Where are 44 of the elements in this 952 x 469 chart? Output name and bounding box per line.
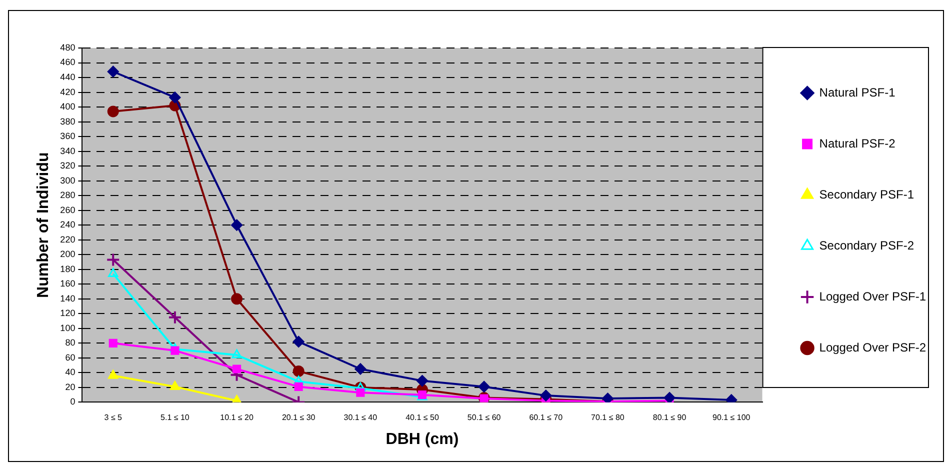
y-tick-label: 280 <box>60 190 76 200</box>
x-tick-label: 40.1 ≤ 50 <box>406 413 440 422</box>
y-tick-label: 0 <box>70 396 76 407</box>
y-tick-label: 320 <box>60 160 76 171</box>
y-tick-label: 480 <box>60 42 76 52</box>
y-tick-label: 240 <box>60 220 76 230</box>
y-tick-label: 40 <box>65 367 76 378</box>
x-tick-label: 90.1 ≤ 100 <box>712 413 751 422</box>
legend-label: Natural PSF-1 <box>819 85 896 100</box>
y-tick-label: 20 <box>65 382 76 392</box>
y-tick-label: 60 <box>65 352 76 362</box>
legend-label: Logged Over PSF-2 <box>819 340 926 354</box>
y-tick-label: 220 <box>60 234 76 244</box>
x-tick-label: 3 ≤ 5 <box>104 413 123 422</box>
legend-label: Secondary PSF-2 <box>819 238 914 252</box>
y-tick-label: 340 <box>60 146 76 156</box>
x-tick-label: 5.1 ≤ 10 <box>160 413 190 422</box>
y-tick-label: 180 <box>60 264 76 274</box>
x-tick-label: 10.1 ≤ 20 <box>220 413 254 422</box>
y-tick-label: 420 <box>60 86 76 97</box>
y-tick-label: 100 <box>60 322 76 333</box>
x-axis-title: DBH (cm) <box>386 430 459 448</box>
y-axis-title: Number of Individu <box>35 152 52 298</box>
legend-label: Logged Over PSF-1 <box>819 289 926 304</box>
y-tick-label: 440 <box>60 72 76 82</box>
y-tick-label: 260 <box>60 204 76 215</box>
y-tick-label: 120 <box>60 308 76 318</box>
y-tick-label: 160 <box>60 278 76 289</box>
x-tick-label: 80.1 ≤ 90 <box>652 413 687 422</box>
x-tick-label: 60.1 ≤ 70 <box>529 413 564 422</box>
x-tick-label: 30.1 ≤ 40 <box>344 413 378 422</box>
x-tick-label: 70.1 ≤ 80 <box>591 413 625 422</box>
x-tick-label: 20.1 ≤ 30 <box>282 413 316 422</box>
y-tick-label: 80 <box>65 338 76 348</box>
y-tick-label: 300 <box>60 175 76 186</box>
y-tick-label: 400 <box>60 102 76 112</box>
y-tick-label: 140 <box>60 293 76 304</box>
y-tick-label: 360 <box>60 131 76 142</box>
legend-label: Secondary PSF-1 <box>819 187 914 202</box>
y-tick-label: 200 <box>60 249 76 260</box>
legend-label: Natural PSF-2 <box>819 136 896 150</box>
y-tick-label: 380 <box>60 116 76 126</box>
y-tick-label: 460 <box>60 57 76 68</box>
x-tick-label: 50.1 ≤ 60 <box>467 413 502 422</box>
